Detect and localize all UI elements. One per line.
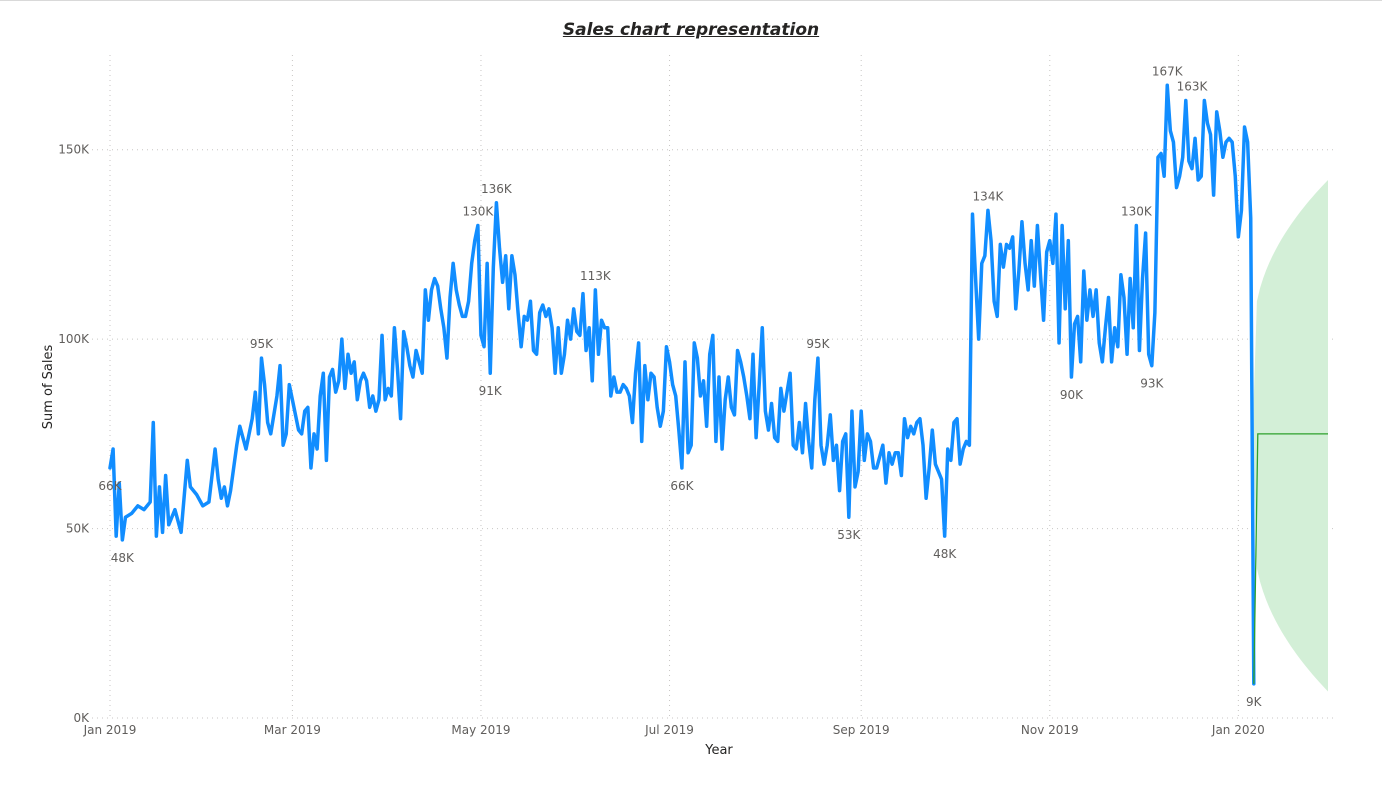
x-axis-title: Year [704, 743, 733, 758]
x-tick-label: Mar 2019 [264, 723, 321, 737]
y-axis-title: Sum of Sales [41, 345, 56, 430]
y-tick-label: 150K [58, 143, 90, 157]
chart-title: Sales chart representation [562, 20, 820, 40]
data-label: 90K [1060, 388, 1084, 402]
x-tick-label: Nov 2019 [1021, 723, 1079, 737]
forecast-confidence-band [1253, 180, 1328, 692]
data-label: 130K [462, 204, 494, 218]
data-label: 53K [837, 528, 861, 542]
data-label: 163K [1177, 79, 1209, 93]
x-tick-label: May 2019 [451, 723, 510, 737]
data-label: 66K [670, 479, 694, 493]
y-tick-label: 50K [66, 522, 90, 536]
data-label: 95K [250, 337, 274, 351]
data-label: 91K [479, 384, 503, 398]
data-label: 48K [111, 551, 135, 565]
data-label: 167K [1152, 64, 1184, 78]
sales-series-line [108, 83, 1256, 686]
data-label: 134K [973, 189, 1005, 203]
x-tick-label: Jan 2020 [1211, 723, 1265, 737]
x-tick-label: Jan 2019 [83, 723, 137, 737]
x-tick-label: Jul 2019 [644, 723, 694, 737]
data-label: 48K [933, 547, 957, 561]
data-label: 93K [1140, 377, 1164, 391]
data-label: 113K [580, 269, 612, 283]
data-label: 66K [98, 479, 122, 493]
data-label: 136K [481, 182, 513, 196]
forecast-line [1253, 433, 1328, 684]
data-label: 9K [1246, 695, 1263, 709]
top-divider [0, 0, 1382, 1]
y-tick-label: 100K [58, 332, 90, 346]
x-tick-label: Sep 2019 [833, 723, 890, 737]
data-label: 130K [1121, 204, 1153, 218]
data-label: 95K [806, 337, 830, 351]
y-tick-label: 0K [73, 711, 90, 725]
